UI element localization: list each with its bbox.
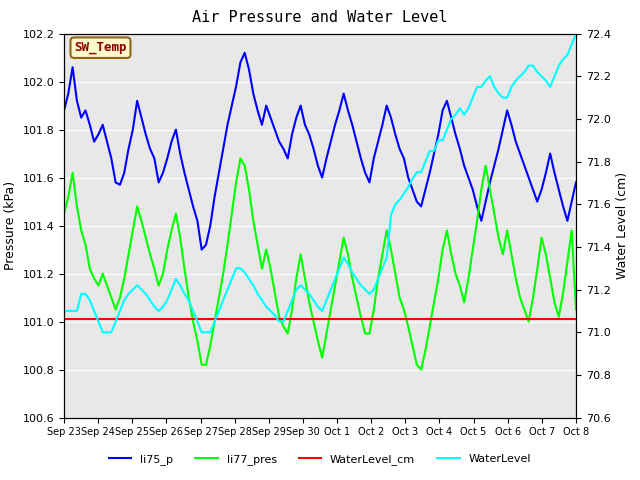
li75_p [422, 187, 429, 192]
li75_p [572, 180, 580, 185]
WaterLevel [99, 329, 107, 335]
Line: li75_p: li75_p [64, 53, 576, 250]
li77_pres [60, 211, 68, 216]
Y-axis label: Water Level (cm): Water Level (cm) [616, 172, 629, 279]
Title: Air Pressure and Water Level: Air Pressure and Water Level [192, 11, 448, 25]
Legend: li75_p, li77_pres, WaterLevel_cm, WaterLevel: li75_p, li77_pres, WaterLevel_cm, WaterL… [104, 450, 536, 469]
li75_p [60, 108, 68, 113]
li77_pres [572, 307, 580, 312]
li77_pres [564, 259, 572, 264]
WaterLevel [559, 56, 567, 62]
WaterLevel_cm [572, 317, 580, 323]
li77_pres [417, 367, 425, 372]
li75_p [241, 50, 248, 56]
WaterLevel_cm [60, 317, 68, 323]
WaterLevel_cm [168, 317, 175, 323]
WaterLevel_cm [555, 317, 563, 323]
li77_pres [473, 218, 481, 224]
Line: WaterLevel: WaterLevel [64, 34, 576, 332]
WaterLevel_cm [344, 317, 352, 323]
WaterLevel_cm [465, 317, 472, 323]
WaterLevel [202, 329, 210, 335]
WaterLevel [60, 308, 68, 314]
WaterLevel_cm [198, 317, 205, 323]
li77_pres [237, 156, 244, 161]
li75_p [202, 242, 210, 248]
Line: li77_pres: li77_pres [64, 158, 576, 370]
li75_p [168, 139, 175, 144]
li75_p [564, 218, 572, 224]
li75_p [473, 204, 481, 209]
WaterLevel [172, 276, 180, 282]
li77_pres [348, 276, 356, 281]
Text: SW_Temp: SW_Temp [74, 41, 127, 54]
li77_pres [198, 362, 205, 368]
WaterLevel [572, 31, 580, 36]
li75_p [353, 139, 360, 144]
WaterLevel [417, 169, 425, 175]
WaterLevel [348, 270, 356, 276]
WaterLevel [469, 95, 477, 100]
li77_pres [422, 348, 429, 353]
li77_pres [168, 228, 175, 233]
li75_p [198, 247, 205, 252]
WaterLevel_cm [413, 317, 420, 323]
Y-axis label: Pressure (kPa): Pressure (kPa) [4, 181, 17, 270]
